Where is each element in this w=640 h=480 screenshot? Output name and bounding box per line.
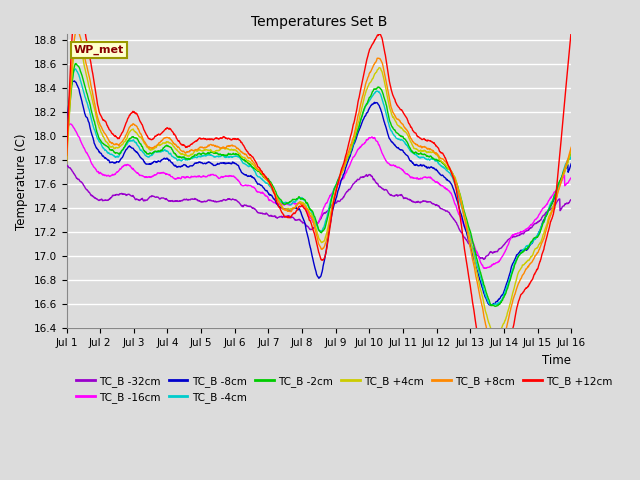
X-axis label: Time: Time [542,354,571,367]
TC_B -32cm [63,163,70,168]
TC_B -16cm [63,129,70,135]
TC_B -8cm [487,302,495,308]
TC_B -4cm [72,66,79,72]
Line: TC_B -32cm: TC_B -32cm [67,165,571,259]
Line: TC_B +12cm: TC_B +12cm [67,0,571,394]
TC_B +4cm [350,136,358,142]
TC_B +12cm [350,120,358,125]
TC_B +4cm [63,160,70,166]
TC_B +12cm [567,28,575,34]
Title: Temperatures Set B: Temperatures Set B [251,15,387,29]
TC_B -16cm [123,163,131,168]
TC_B +4cm [102,139,109,144]
TC_B -8cm [287,206,295,212]
TC_B +8cm [297,201,305,207]
TC_B -4cm [277,200,285,205]
TC_B +8cm [102,132,109,138]
TC_B -4cm [102,147,109,153]
Line: TC_B -16cm: TC_B -16cm [67,124,571,268]
TC_B -2cm [350,138,358,144]
TC_B -16cm [297,201,305,206]
TC_B -2cm [567,151,575,157]
TC_B -2cm [492,303,499,309]
Line: TC_B +8cm: TC_B +8cm [67,31,571,347]
TC_B -8cm [277,205,285,211]
TC_B +4cm [277,202,285,208]
TC_B -32cm [480,256,488,262]
TC_B -2cm [123,140,131,146]
TC_B +8cm [63,157,70,163]
TC_B -32cm [63,162,70,168]
TC_B -4cm [63,139,70,144]
TC_B +8cm [567,144,575,150]
TC_B -16cm [350,154,358,159]
TC_B -8cm [297,209,305,215]
TC_B +4cm [567,147,575,153]
TC_B -32cm [567,197,575,203]
TC_B +8cm [123,132,131,137]
TC_B +12cm [63,153,70,158]
TC_B +12cm [287,213,295,219]
Line: TC_B -4cm: TC_B -4cm [67,69,571,305]
TC_B -32cm [287,215,295,220]
TC_B -4cm [297,196,305,202]
Line: TC_B -2cm: TC_B -2cm [67,63,571,306]
TC_B -8cm [567,161,575,167]
TC_B +12cm [102,119,109,125]
TC_B +12cm [297,204,305,209]
TC_B -16cm [67,121,74,127]
Text: WP_met: WP_met [74,45,124,55]
TC_B -16cm [102,172,109,178]
TC_B +4cm [123,137,131,143]
TC_B -32cm [350,180,358,186]
TC_B -2cm [277,197,285,203]
Legend: TC_B -32cm, TC_B -16cm, TC_B -8cm, TC_B -4cm, TC_B -2cm, TC_B +4cm, TC_B +8cm, T: TC_B -32cm, TC_B -16cm, TC_B -8cm, TC_B … [72,372,616,407]
TC_B -8cm [71,78,79,84]
TC_B -16cm [481,265,489,271]
TC_B -32cm [123,192,131,198]
TC_B -4cm [123,142,131,148]
TC_B -2cm [287,198,295,204]
TC_B -16cm [567,175,575,180]
TC_B +8cm [73,28,81,34]
TC_B +4cm [287,206,295,212]
TC_B -4cm [567,154,575,160]
TC_B -8cm [123,146,131,152]
TC_B +8cm [287,208,295,214]
TC_B +8cm [277,203,285,209]
TC_B -4cm [488,302,495,308]
TC_B +4cm [297,199,305,205]
TC_B -2cm [63,150,70,156]
TC_B -16cm [277,201,285,207]
TC_B -4cm [350,139,358,144]
TC_B -32cm [297,218,305,224]
TC_B -2cm [72,60,80,66]
TC_B -4cm [287,202,295,207]
Line: TC_B -8cm: TC_B -8cm [67,81,571,305]
TC_B -16cm [287,202,295,207]
TC_B -32cm [277,214,285,220]
TC_B -8cm [102,156,109,161]
TC_B +8cm [494,344,502,349]
TC_B -2cm [297,196,305,202]
Y-axis label: Temperature (C): Temperature (C) [15,133,28,229]
TC_B +4cm [493,331,500,337]
TC_B +12cm [489,391,497,396]
TC_B -32cm [102,197,109,203]
TC_B -8cm [63,125,70,131]
TC_B +8cm [350,132,358,138]
Line: TC_B +4cm: TC_B +4cm [67,43,571,334]
TC_B +12cm [123,120,131,125]
TC_B -2cm [102,143,109,149]
TC_B +4cm [73,40,81,46]
TC_B -8cm [350,141,358,147]
TC_B +12cm [277,208,285,214]
